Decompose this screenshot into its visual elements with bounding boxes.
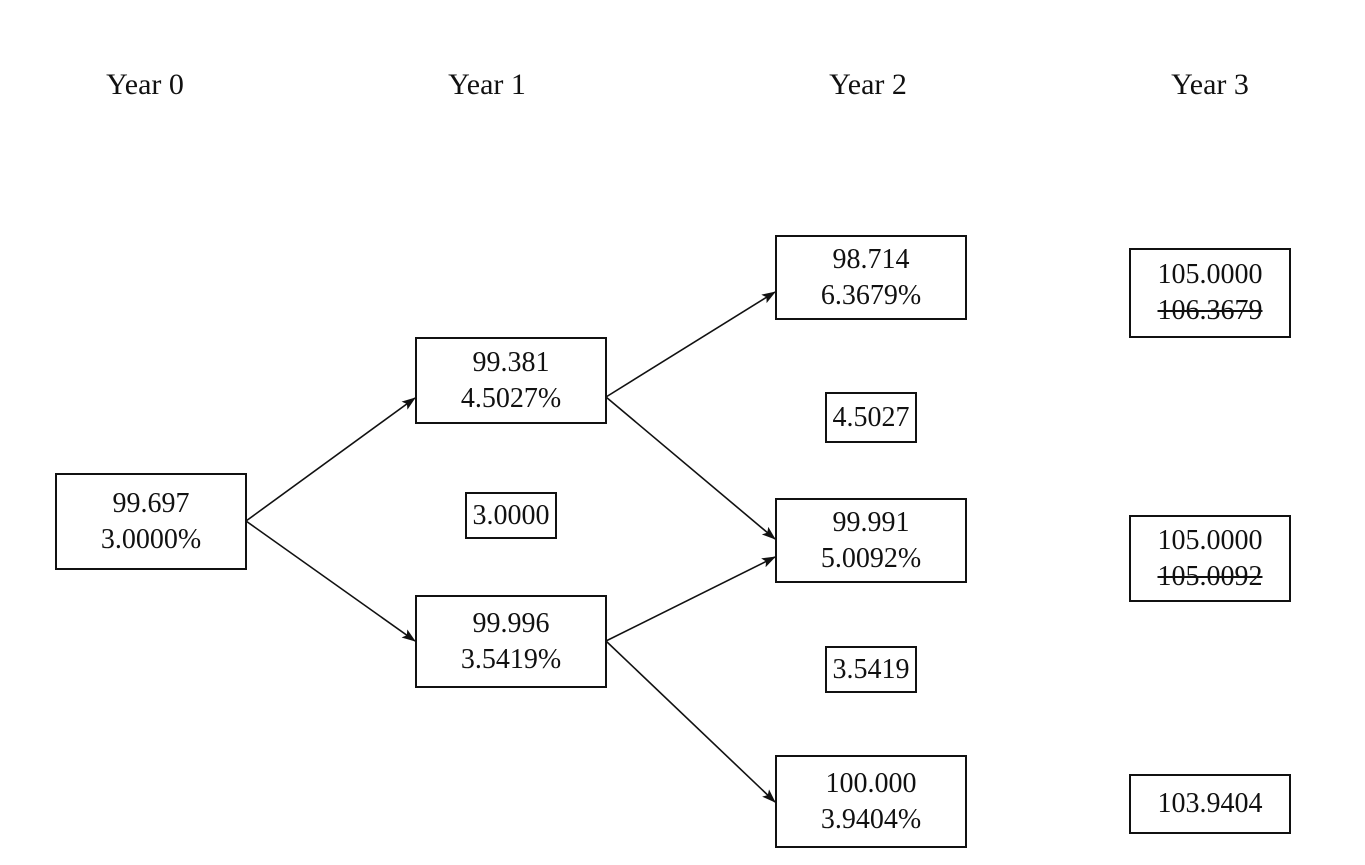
node-rate: 3.9404% xyxy=(820,803,922,835)
node-price: 99.996 xyxy=(472,607,550,639)
node-year1-down: 99.996 3.5419% xyxy=(415,595,607,688)
edge-n1d-n2d xyxy=(605,640,776,803)
node-rate: 3.5419% xyxy=(460,643,562,675)
header-year-2: Year 2 xyxy=(829,68,907,101)
header-year-0: Year 0 xyxy=(106,68,184,101)
terminal-struck-value: 105.0092 xyxy=(1157,560,1263,592)
node-year2-mid: 99.991 5.0092% xyxy=(775,498,967,583)
edge-n0-n1d xyxy=(245,520,416,642)
edge-n1d-n2m xyxy=(605,556,776,642)
terminal-value: 105.0000 xyxy=(1157,259,1263,290)
node-price: 99.381 xyxy=(472,346,550,378)
coupon-rate-year1: 3.0000 xyxy=(465,492,557,539)
node-rate: 4.5027% xyxy=(460,382,562,414)
header-year-1: Year 1 xyxy=(448,68,526,101)
terminal-year3-mid: 105.0000 105.0092 xyxy=(1129,515,1291,602)
node-rate: 5.0092% xyxy=(820,542,922,574)
node-year2-up: 98.714 6.3679% xyxy=(775,235,967,320)
terminal-value: 105.0000 xyxy=(1157,524,1263,556)
terminal-struck-value: 106.3679 xyxy=(1157,295,1263,326)
node-price: 100.000 xyxy=(825,767,917,799)
node-price: 98.714 xyxy=(832,243,910,275)
node-price: 99.697 xyxy=(112,487,190,519)
node-year2-down: 100.000 3.9404% xyxy=(775,755,967,848)
edge-n1u-n2u xyxy=(605,291,776,398)
node-year1-up: 99.381 4.5027% xyxy=(415,337,607,424)
edge-n1u-n2m xyxy=(605,396,776,540)
terminal-year3-up: 105.0000 106.3679 xyxy=(1129,248,1291,338)
coupon-rate-year2-lower: 3.5419 xyxy=(825,646,917,693)
edge-n0-n1u xyxy=(245,397,416,522)
terminal-year3-down: 103.9404 xyxy=(1129,774,1291,834)
node-year0: 99.697 3.0000% xyxy=(55,473,247,570)
node-rate: 3.0000% xyxy=(100,523,202,555)
header-year-3: Year 3 xyxy=(1171,68,1249,101)
node-rate: 6.3679% xyxy=(820,279,922,311)
terminal-value: 103.9404 xyxy=(1157,788,1263,819)
node-price: 99.991 xyxy=(832,506,910,538)
coupon-rate-year2-upper: 4.5027 xyxy=(825,392,917,443)
